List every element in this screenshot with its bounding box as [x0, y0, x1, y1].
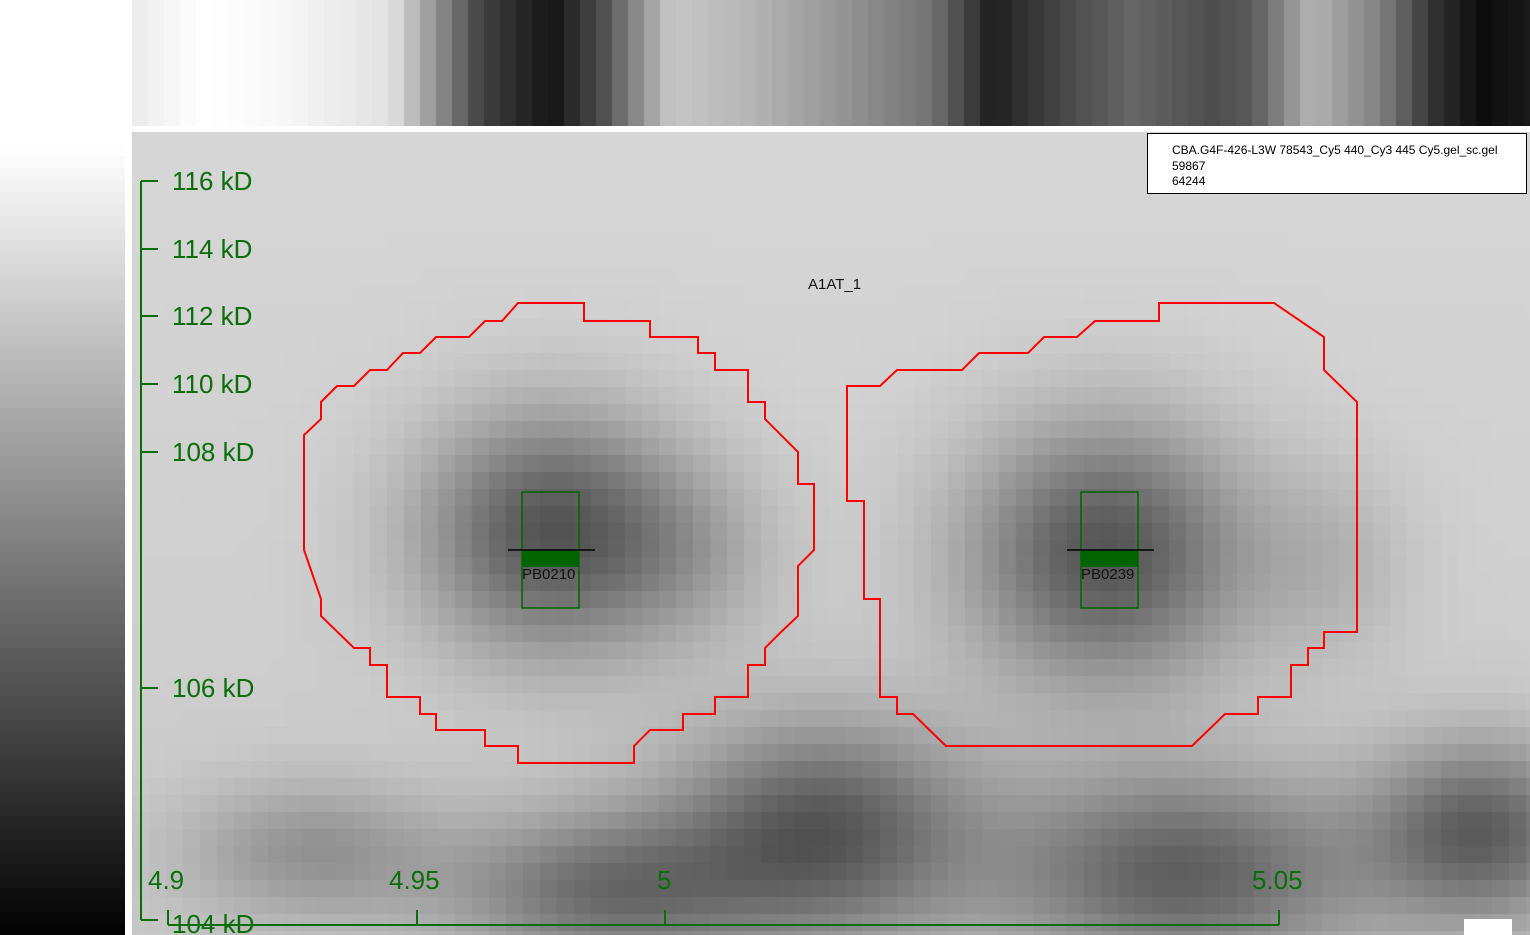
spot-group-label: A1AT_1: [808, 276, 861, 293]
y-tick-label: 106 kD: [172, 673, 254, 703]
y-tick-label: 110 kD: [172, 369, 252, 399]
spot-label: PB0210: [522, 566, 575, 583]
y-tick-label: 108 kD: [172, 437, 254, 467]
y-tick-label: 104 kD: [172, 909, 254, 935]
spot-marker-2[interactable]: PB0239: [1067, 491, 1154, 609]
x-tick-label: 4.95: [389, 865, 440, 895]
x-tick-label: 5: [657, 865, 671, 895]
gel-strip-top: [132, 0, 1530, 126]
gel-overlay: PB0210 PB0239 A1AT_1 116 kD 114 kD 112 k…: [140, 166, 1358, 935]
spot-boundary-1[interactable]: [303, 302, 815, 764]
gel-info-value: 59867: [1172, 158, 1206, 173]
x-tick-label: 4.9: [148, 865, 184, 895]
gel-image: [132, 132, 1530, 935]
y-tick-label: 112 kD: [172, 301, 252, 331]
spot-label: PB0239: [1081, 566, 1134, 583]
gel-filename: CBA.G4F-426-L3W 78543_Cy5 440_Cy3 445 Cy…: [1172, 143, 1498, 157]
gel-info-value: 64244: [1172, 174, 1206, 188]
y-axis: [140, 180, 158, 921]
corner-marker: [1464, 919, 1512, 935]
spot-marker-1[interactable]: PB0210: [508, 491, 595, 609]
gel-image-view[interactable]: PB0210 PB0239 A1AT_1 116 kD 114 kD 112 k…: [132, 132, 1530, 935]
y-tick-label: 114 kD: [172, 234, 252, 264]
x-tick-label: 5.05: [1252, 865, 1303, 895]
intensity-gradient-left: [0, 0, 125, 935]
gel-info-panel: CBA.G4F-426-L3W 78543_Cy5 440_Cy3 445 Cy…: [1147, 133, 1527, 194]
spot-boundary-2[interactable]: [846, 302, 1358, 747]
y-tick-label: 116 kD: [172, 166, 252, 196]
x-axis: [167, 910, 1280, 926]
